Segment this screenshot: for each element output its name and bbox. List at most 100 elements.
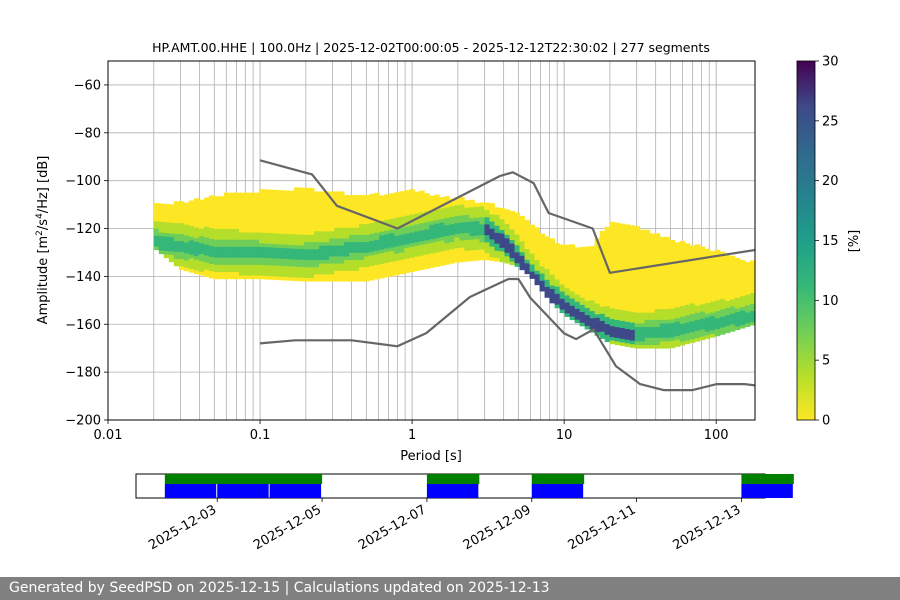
heatmap-cell — [344, 223, 350, 228]
heatmap-cell — [709, 276, 716, 281]
heatmap-cell — [274, 232, 280, 237]
heatmap-cell — [384, 197, 390, 202]
heatmap-cell — [349, 263, 355, 268]
heatmap-cell — [258, 203, 265, 208]
heatmap-cell — [619, 237, 626, 242]
heatmap-cell — [604, 298, 611, 303]
heatmap-cell — [314, 248, 320, 253]
heatmap-cell — [634, 251, 641, 256]
heatmap-cell — [419, 208, 425, 213]
heatmap-cell — [299, 191, 305, 196]
heatmap-cell — [243, 253, 250, 258]
heatmap-cell — [559, 244, 566, 249]
heatmap-cell — [594, 249, 601, 254]
heatmap-cell — [614, 283, 621, 288]
heatmap-cell — [639, 283, 646, 288]
heatmap-cell — [574, 290, 581, 295]
heatmap-cell — [609, 311, 616, 316]
heatmap-cell — [659, 244, 666, 249]
heatmap-cell — [699, 253, 706, 258]
heatmap-cell — [168, 243, 175, 248]
heatmap-cell — [183, 202, 190, 207]
heatmap-cell — [709, 333, 716, 338]
heatmap-cell — [724, 300, 731, 305]
heatmap-cell — [589, 314, 596, 319]
heatmap-cell — [749, 303, 755, 308]
heatmap-cell — [163, 214, 170, 219]
heatmap-cell — [479, 216, 485, 221]
heatmap-cell — [684, 322, 691, 327]
heatmap-cell — [424, 250, 430, 255]
heatmap-cell — [619, 280, 626, 285]
heatmap-cell — [309, 227, 315, 232]
heatmap-cell — [469, 239, 475, 244]
heatmap-cell — [339, 209, 345, 214]
heatmap-cell — [223, 246, 230, 251]
heatmap-cell — [384, 233, 390, 238]
heatmap-cell — [669, 293, 676, 298]
heatmap-cell — [674, 292, 681, 297]
heatmap-cell — [449, 259, 455, 264]
heatmap-cell — [554, 250, 561, 255]
heatmap-cell — [599, 284, 606, 289]
heatmap-cell — [679, 240, 686, 245]
heatmap-cell — [213, 217, 220, 222]
heatmap-cell — [163, 246, 170, 251]
heatmap-cell — [238, 242, 245, 247]
heatmap-cell — [183, 267, 190, 272]
heatmap-cell — [609, 307, 616, 312]
y-tick-label: −80 — [74, 126, 101, 141]
heatmap-cell — [253, 260, 260, 265]
heatmap-cell — [689, 295, 696, 300]
heatmap-cell — [389, 261, 395, 266]
heatmap-cell — [544, 239, 550, 244]
heatmap-cell — [634, 279, 641, 284]
heatmap-cell — [739, 285, 746, 290]
heatmap-cell — [279, 272, 285, 277]
heatmap-cell — [654, 294, 661, 299]
heatmap-cell — [629, 293, 636, 298]
heatmap-cell — [289, 255, 295, 260]
heatmap-cell — [384, 201, 390, 206]
heatmap-cell — [173, 229, 180, 234]
heatmap-cell — [664, 315, 671, 320]
heatmap-cell — [504, 216, 510, 221]
heatmap-cell — [649, 287, 656, 292]
heatmap-cell — [699, 325, 706, 330]
heatmap-cell — [429, 242, 435, 247]
heatmap-cell — [599, 295, 606, 300]
heatmap-cell — [459, 204, 465, 209]
heatmap-cell — [514, 259, 520, 264]
heatmap-cell — [699, 318, 706, 323]
heatmap-cell — [499, 211, 505, 216]
heatmap-cell — [719, 312, 726, 317]
heatmap-cell — [424, 246, 430, 251]
heatmap-cell — [609, 318, 616, 323]
heatmap-cell — [669, 318, 676, 323]
heatmap-cell — [649, 297, 656, 302]
heatmap-cell — [569, 251, 576, 256]
heatmap-cell — [414, 209, 420, 214]
heatmap-cell — [489, 253, 495, 258]
heatmap-cell — [534, 245, 540, 250]
heatmap-cell — [429, 245, 435, 250]
heatmap-cell — [564, 266, 571, 271]
heatmap-cell — [664, 312, 671, 317]
heatmap-cell — [524, 244, 530, 249]
heatmap-cell — [519, 230, 525, 235]
heatmap-cell — [509, 261, 515, 266]
heatmap-cell — [539, 287, 545, 292]
heatmap-cell — [319, 191, 325, 196]
heatmap-cell — [709, 269, 716, 273]
heatmap-cell — [599, 263, 606, 268]
heatmap-cell — [689, 313, 696, 318]
heatmap-cell — [569, 301, 576, 306]
y-label-sup-1: 2 — [35, 230, 45, 236]
heatmap-cell — [294, 234, 300, 239]
heatmap-cell — [569, 262, 576, 267]
heatmap-cell — [253, 242, 260, 247]
heatmap-cell — [644, 262, 651, 267]
heatmap-cell — [279, 247, 285, 252]
heatmap-cell — [409, 225, 415, 229]
heatmap-cell — [439, 243, 445, 248]
